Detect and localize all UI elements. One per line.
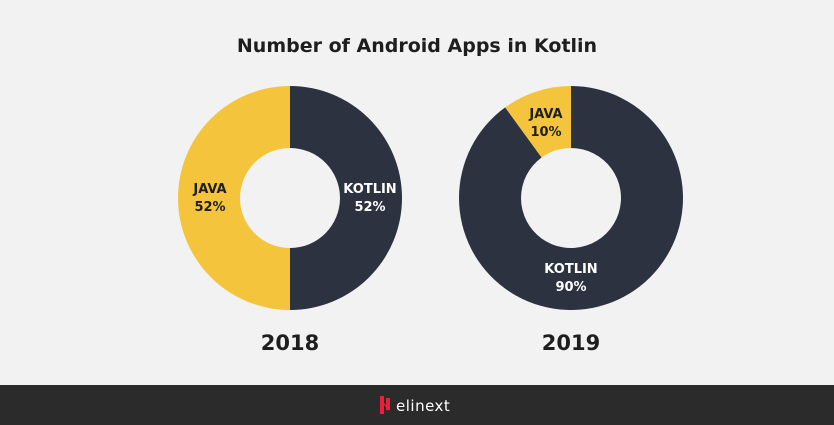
slice-value-java-2018: 52% <box>194 200 225 215</box>
donut-slice-kotlin-2019 <box>459 86 684 310</box>
donut-slice-java-2019 <box>505 86 571 158</box>
slice-value-kotlin-2018: 52% <box>354 200 385 215</box>
brand-name: elinext <box>396 397 450 415</box>
donut-2019 <box>459 86 684 310</box>
slice-value-kotlin-2019: 90% <box>555 280 586 295</box>
year-label-2019: 2019 <box>542 331 600 355</box>
slice-label-kotlin-2018: KOTLIN <box>343 182 396 197</box>
slice-label-java-2018: JAVA <box>192 182 226 197</box>
slice-label-java-2019: JAVA <box>528 107 562 122</box>
donut-slice-kotlin-2018 <box>290 86 402 310</box>
donut-2018 <box>178 86 402 310</box>
year-label-2018: 2018 <box>261 331 319 355</box>
footer-bar <box>0 385 834 425</box>
donut-slice-java-2018 <box>178 86 290 310</box>
chart-title: Number of Android Apps in Kotlin <box>237 35 597 57</box>
slice-value-java-2019: 10% <box>530 125 561 140</box>
elinext-logo-icon <box>380 396 390 414</box>
slice-label-kotlin-2019: KOTLIN <box>544 262 597 277</box>
